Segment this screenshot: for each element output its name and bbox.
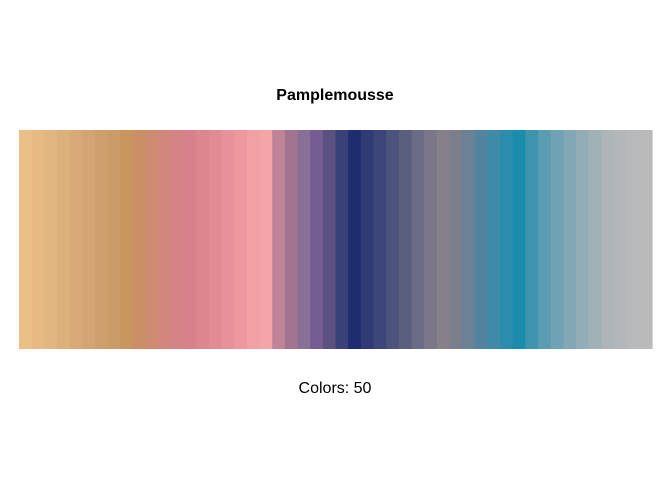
color-swatch-20 [259, 130, 273, 349]
color-swatch-38 [487, 130, 501, 349]
color-swatch-19 [246, 130, 261, 349]
color-swatch-9 [120, 130, 134, 349]
color-swatch-8 [107, 130, 121, 349]
color-swatch-32 [411, 130, 425, 349]
color-swatch-10 [132, 130, 147, 349]
color-swatch-31 [398, 130, 413, 349]
color-swatch-35 [449, 130, 463, 349]
color-swatches [19, 130, 653, 349]
color-swatch-2 [31, 130, 45, 349]
color-swatch-49 [626, 130, 640, 349]
color-swatch-22 [284, 130, 299, 349]
color-swatch-28 [360, 130, 375, 349]
color-swatch-47 [601, 130, 615, 349]
color-swatch-25 [322, 130, 337, 349]
color-swatch-3 [44, 130, 58, 349]
chart-title: Pamplemousse [276, 87, 393, 104]
color-swatch-50 [639, 130, 653, 349]
color-swatch-14 [183, 130, 197, 349]
color-swatch-30 [386, 130, 400, 349]
color-swatch-21 [272, 130, 286, 349]
color-swatch-34 [436, 130, 451, 349]
color-swatch-42 [538, 130, 552, 349]
color-swatch-4 [56, 130, 71, 349]
color-swatch-36 [462, 130, 476, 349]
color-swatch-17 [221, 130, 235, 349]
color-swatch-1 [19, 130, 33, 349]
color-swatch-46 [588, 130, 602, 349]
color-swatch-33 [424, 130, 438, 349]
color-swatch-29 [373, 130, 387, 349]
color-swatch-16 [208, 130, 223, 349]
color-swatch-43 [550, 130, 564, 349]
color-swatch-40 [512, 130, 526, 349]
color-swatch-6 [82, 130, 96, 349]
color-swatch-11 [145, 130, 159, 349]
color-swatch-45 [576, 130, 590, 349]
color-swatch-18 [234, 130, 248, 349]
color-swatch-13 [170, 130, 185, 349]
color-swatch-5 [69, 130, 83, 349]
color-swatch-39 [500, 130, 514, 349]
color-swatch-41 [525, 130, 539, 349]
color-swatch-48 [614, 130, 628, 349]
color-swatch-26 [335, 130, 349, 349]
color-swatch-15 [196, 130, 210, 349]
color-swatch-37 [474, 130, 489, 349]
color-swatch-24 [310, 130, 324, 349]
color-swatch-7 [94, 130, 109, 349]
color-swatch-12 [158, 130, 172, 349]
color-swatch-23 [297, 130, 311, 349]
color-count-caption: Colors: 50 [299, 380, 372, 397]
color-swatch-27 [348, 130, 362, 349]
color-swatch-44 [563, 130, 577, 349]
